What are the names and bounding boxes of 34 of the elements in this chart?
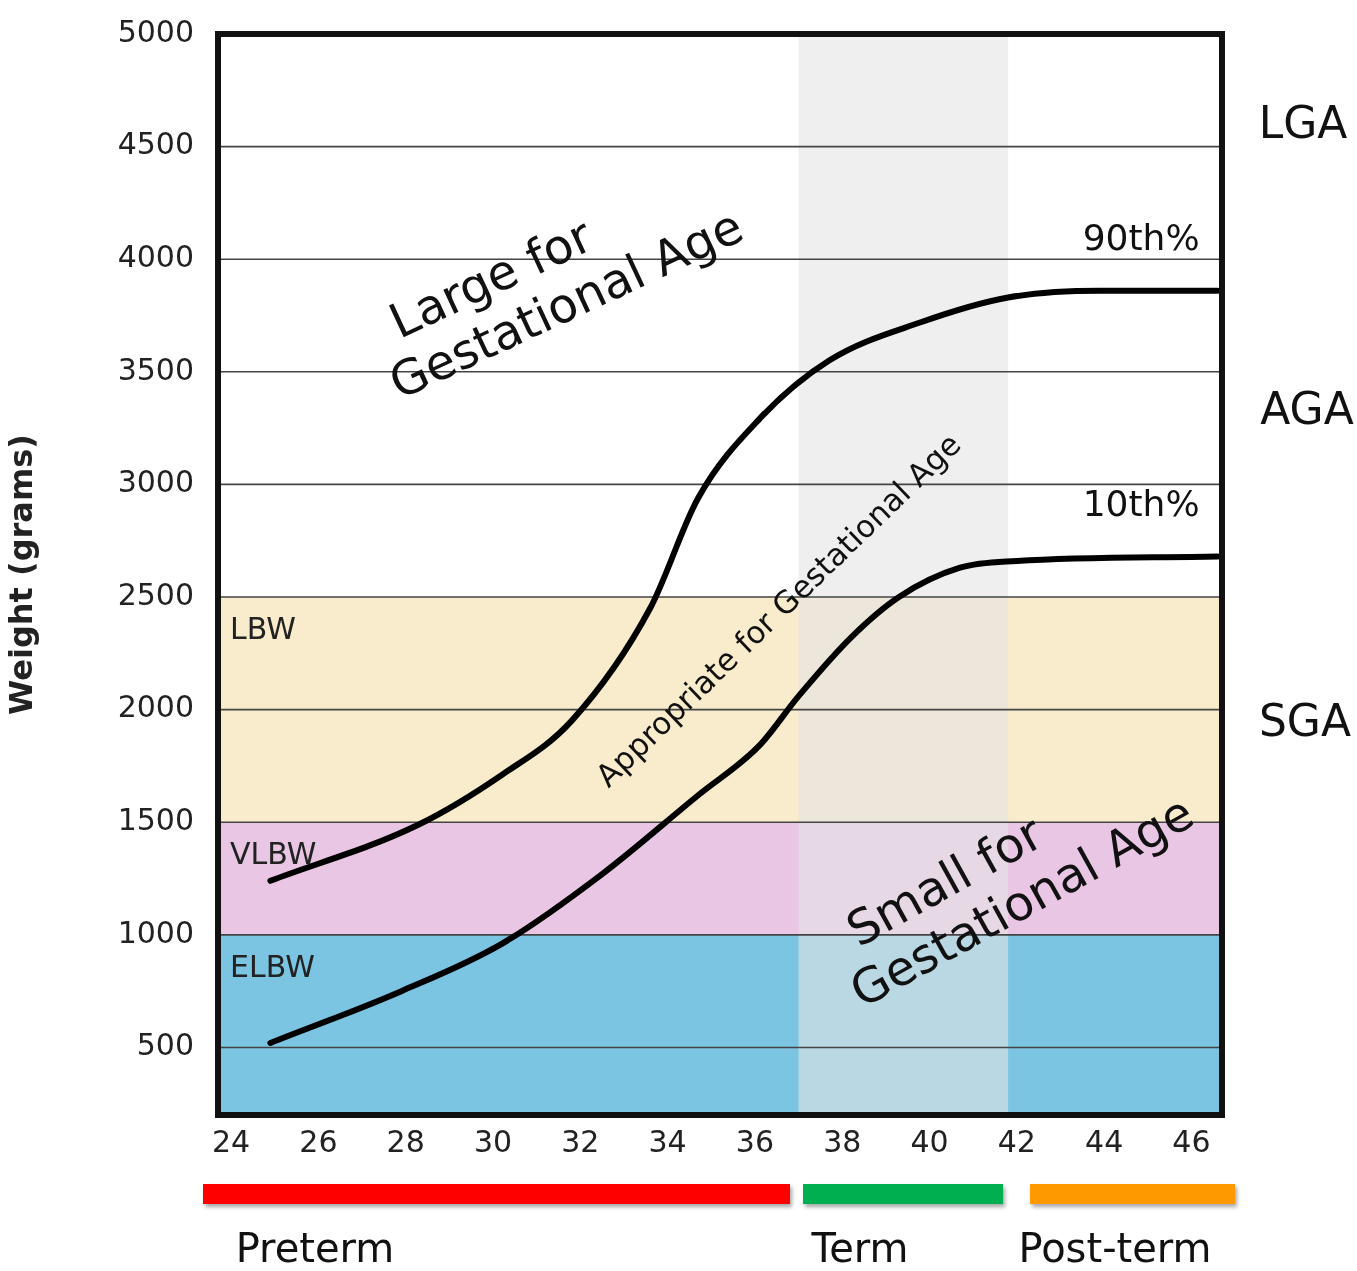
- y-tick-label: 500: [136, 1027, 194, 1063]
- y-tick-label: 4500: [117, 126, 194, 162]
- x-tick-label: 24: [212, 1123, 251, 1159]
- y-tick-label: 2000: [117, 689, 194, 725]
- y-tick-label: 4000: [117, 239, 194, 275]
- y-tick-label: 3000: [117, 464, 194, 500]
- y-tick-label: 2500: [117, 576, 194, 612]
- y-tick-label: 5000: [117, 13, 194, 49]
- x-tick-label: 38: [823, 1123, 862, 1159]
- x-tick-label: 40: [910, 1123, 949, 1159]
- x-tick-label: 36: [735, 1123, 775, 1159]
- band-label: VLBW: [230, 836, 317, 872]
- x-tick-label: 46: [1172, 1123, 1211, 1159]
- x-tick-label: 30: [473, 1123, 513, 1159]
- x-tick-label: 28: [386, 1123, 425, 1159]
- x-tick-label: 42: [997, 1123, 1036, 1159]
- text: LGA: [1258, 97, 1348, 149]
- text: Term: [810, 1225, 909, 1271]
- text: AGA: [1260, 383, 1354, 435]
- text: Post-term: [1018, 1225, 1212, 1271]
- series-label: 90th%: [1082, 217, 1200, 259]
- text: SGA: [1258, 695, 1352, 747]
- text: Preterm: [235, 1225, 395, 1271]
- y-tick-label: 3500: [117, 351, 194, 387]
- x-tick-label: 32: [561, 1123, 600, 1159]
- x-tick-label: 44: [1085, 1123, 1124, 1159]
- y-tick-label: 1000: [117, 914, 194, 950]
- y-axis-title: Weight (grams): [1, 434, 40, 715]
- y-tick-label: 1500: [117, 802, 194, 838]
- band-label: ELBW: [230, 948, 315, 984]
- series-label: 10th%: [1082, 482, 1200, 524]
- x-tick-label: 34: [648, 1123, 687, 1159]
- band-label: LBW: [230, 610, 296, 646]
- x-tick-label: 26: [299, 1123, 338, 1159]
